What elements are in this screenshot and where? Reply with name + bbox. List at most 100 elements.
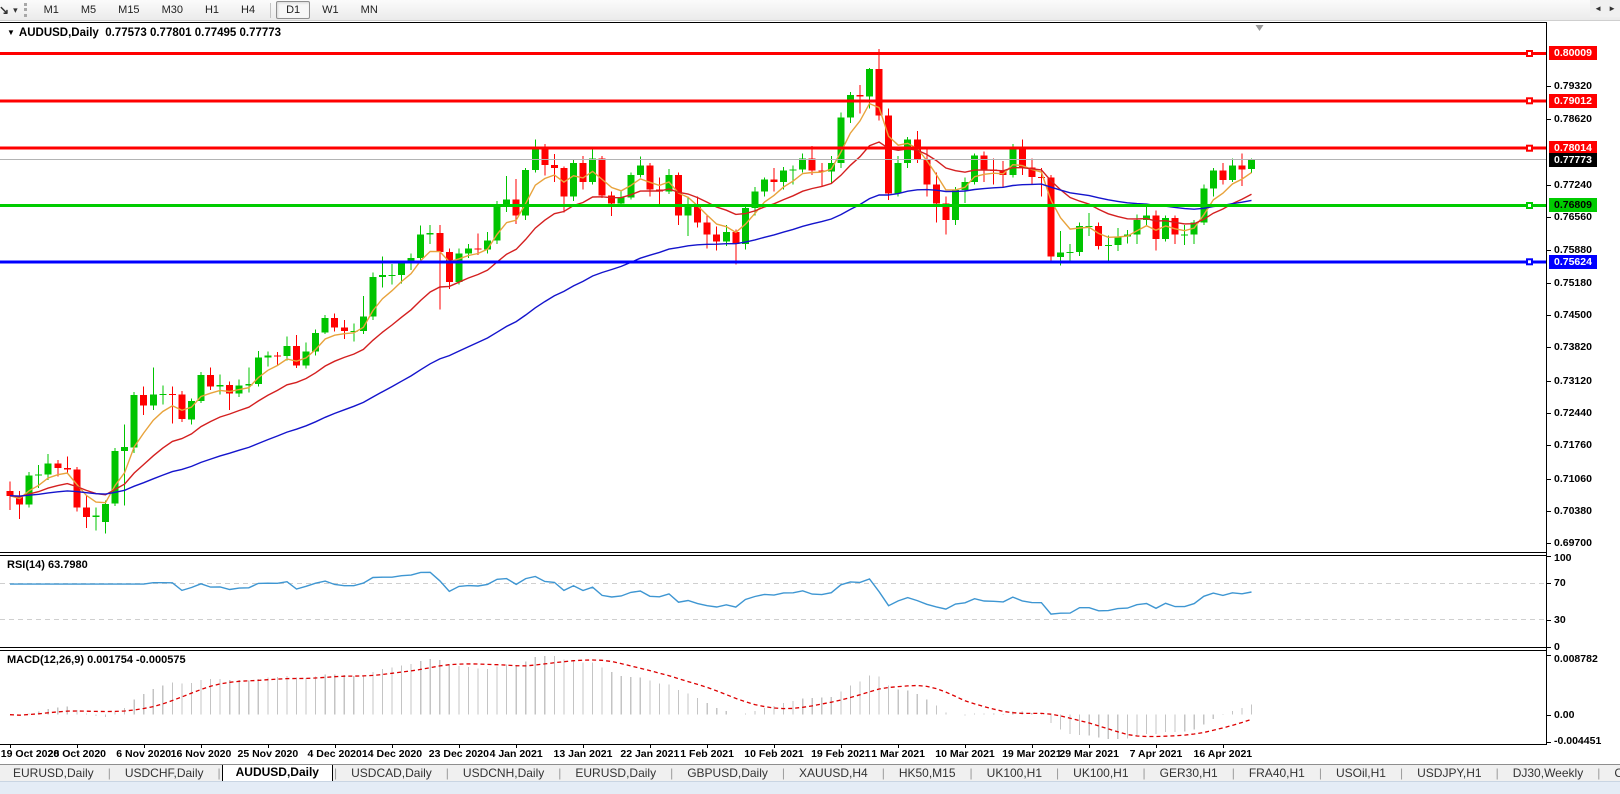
- time-label: 23 Dec 2020: [428, 748, 489, 760]
- tab-scroll-right-icon[interactable]: ►: [1608, 4, 1616, 13]
- chart-tab-gbpusd-daily[interactable]: GBPUSD,Daily: [687, 766, 768, 780]
- timeframe-button-m30[interactable]: M30: [161, 4, 183, 16]
- axis-tick: [1547, 185, 1551, 186]
- axis-tick: [1547, 282, 1551, 284]
- chart-tab-fra40-h1[interactable]: FRA40,H1: [1248, 766, 1305, 780]
- time-tick: [392, 745, 393, 748]
- timeframe-buttons: M1 M5 M15 M30 H1 H4 D1 W1 MN: [33, 1, 389, 19]
- chart-tab-usdjpy-h1[interactable]: USDJPY,H1: [1417, 766, 1482, 780]
- tab-separator: |: [670, 766, 674, 780]
- time-label: 14 Dec 2020: [361, 748, 423, 760]
- axis-tick: [1547, 445, 1551, 447]
- axis-label: 0.73120: [1554, 374, 1592, 387]
- time-label: 1 Feb 2021: [680, 748, 734, 760]
- time-label: 19 Feb 2021: [811, 748, 871, 760]
- tab-separator: |: [881, 766, 885, 780]
- timeframe-button-m5[interactable]: M5: [80, 4, 97, 16]
- chart-tab-uk100-h1[interactable]: UK100,H1: [1073, 766, 1129, 780]
- tab-separator: |: [1142, 766, 1146, 780]
- timeframe-button-h1[interactable]: H1: [204, 4, 220, 16]
- timeframe-button-w1[interactable]: W1: [322, 4, 339, 16]
- tab-separator: |: [217, 766, 221, 780]
- chart-tab-china300-h1[interactable]: CHINA300,H1: [1601, 765, 1620, 781]
- macd-panel[interactable]: [0, 650, 1620, 745]
- chart-tab-dj30-weekly[interactable]: DJ30,Weekly: [1512, 766, 1584, 780]
- axis-label: 0.79320: [1554, 80, 1592, 93]
- price-chart-panel[interactable]: [0, 22, 1620, 553]
- axis-label: 0.69700: [1554, 537, 1592, 550]
- time-label: 16 Nov 2020: [170, 748, 232, 760]
- status-strip: [0, 781, 1620, 794]
- time-label: 25 Nov 2020: [237, 748, 299, 760]
- time-label: 13 Jan 2021: [553, 748, 613, 760]
- axis-tick: [1547, 119, 1551, 121]
- toolbar-separator: [270, 2, 272, 18]
- tab-separator: |: [445, 766, 449, 780]
- chart-tab-usdcad-daily[interactable]: USDCAD,Daily: [351, 766, 432, 780]
- time-axis[interactable]: 19 Oct 2020 28 Oct 2020 6 Nov 2020 16 Nov 2…: [0, 745, 1620, 764]
- chart-tab-usdchf-daily[interactable]: USDCHF,Daily: [124, 766, 204, 780]
- tab-separator: |: [333, 766, 338, 780]
- chart-dropdown-icon[interactable]: ▼: [7, 28, 15, 37]
- axis-label: 0.71760: [1554, 439, 1592, 452]
- price-badge: 0.76809: [1549, 198, 1597, 213]
- rsi-plot: [0, 571, 1546, 621]
- time-tick: [201, 745, 202, 748]
- price-axis[interactable]: 0.79320 0.78620 0.77240 0.76560 0.75880 0.751…: [1546, 22, 1620, 747]
- chart-tab-eurusd-daily[interactable]: EURUSD,Daily: [575, 766, 657, 780]
- chart-tab-audusd-daily[interactable]: AUDUSD,Daily: [221, 765, 333, 781]
- chart-tab-usoil-h1[interactable]: USOil,H1: [1335, 766, 1386, 780]
- chart-tab-xauusd-h4[interactable]: XAUUSD,H4: [799, 766, 868, 780]
- chevron-down-icon[interactable]: ▾: [13, 4, 18, 15]
- price-badge: 0.80009: [1549, 46, 1597, 61]
- toolbar-grip[interactable]: [23, 3, 27, 17]
- chart-tab-usdcnh-daily[interactable]: USDCNH,Daily: [462, 766, 545, 780]
- axis-tick: [1547, 315, 1551, 317]
- macd-plot: [9, 656, 1253, 739]
- chart-tab-ger30-h1[interactable]: GER30,H1: [1159, 766, 1218, 780]
- axis-tick: [1547, 543, 1551, 545]
- chart-tab-hk50-m15[interactable]: HK50,M15: [898, 766, 956, 780]
- time-tick: [1089, 745, 1091, 748]
- time-label: 6 Nov 2020: [116, 748, 172, 760]
- time-tick: [840, 745, 842, 748]
- time-label: 28 Oct 2020: [47, 748, 107, 760]
- timeframe-button-d1[interactable]: D1: [276, 1, 311, 19]
- timeframe-button-h4[interactable]: H4: [241, 4, 256, 16]
- chart-tabs: EURUSD,Daily | USDCHF,Daily | AUDUSD,Daily | U…: [0, 765, 1620, 781]
- timeframe-button-m15[interactable]: M15: [118, 4, 140, 16]
- tab-separator: |: [969, 766, 973, 780]
- time-tick: [1222, 745, 1224, 748]
- chart-symbol: AUDUSD,Daily: [18, 27, 99, 39]
- top-toolbar: ↘ ▾ M1 M5 M15 M30 H1 H4 D1 W1 MN: [0, 0, 1620, 21]
- time-label: 7 Apr 2021: [1129, 748, 1183, 760]
- time-label: 10 Mar 2021: [935, 748, 995, 760]
- cursor-icon[interactable]: ↘: [0, 3, 10, 17]
- axis-tick: [1547, 556, 1551, 557]
- time-tick: [649, 745, 651, 748]
- chart-tab-eurusd-daily[interactable]: EURUSD,Daily: [13, 766, 94, 780]
- chart-tab-bar: EURUSD,Daily | USDCHF,Daily | AUDUSD,Daily | U…: [0, 764, 1620, 781]
- time-tick: [143, 745, 145, 748]
- rsi-panel[interactable]: [0, 555, 1620, 648]
- chart-tab-uk100-h1[interactable]: UK100,H1: [986, 766, 1043, 780]
- axis-label: 0.70380: [1554, 504, 1592, 517]
- axis-label: 70: [1554, 577, 1566, 590]
- candlestick-plot[interactable]: [0, 23, 1546, 552]
- timeframe-button-mn[interactable]: MN: [360, 4, 378, 16]
- axis-tick: [1547, 619, 1551, 621]
- time-label: 29 Mar 2021: [1059, 748, 1119, 760]
- axis-tick: [1547, 742, 1551, 743]
- tab-scroll-left-icon[interactable]: ◄: [1594, 4, 1603, 13]
- axis-label: -0.004451: [1554, 735, 1602, 747]
- axis-tick: [1547, 380, 1551, 382]
- axis-label: 0.76560: [1554, 211, 1592, 224]
- time-label: 16 Apr 2021: [1193, 748, 1253, 760]
- axis-label: 0.72440: [1554, 407, 1592, 420]
- price-badge: 0.77773: [1549, 152, 1597, 167]
- tab-separator: |: [558, 766, 562, 780]
- timeframe-button-m1[interactable]: M1: [43, 4, 59, 16]
- time-tick: [774, 745, 775, 748]
- axis-tick: [1547, 647, 1551, 648]
